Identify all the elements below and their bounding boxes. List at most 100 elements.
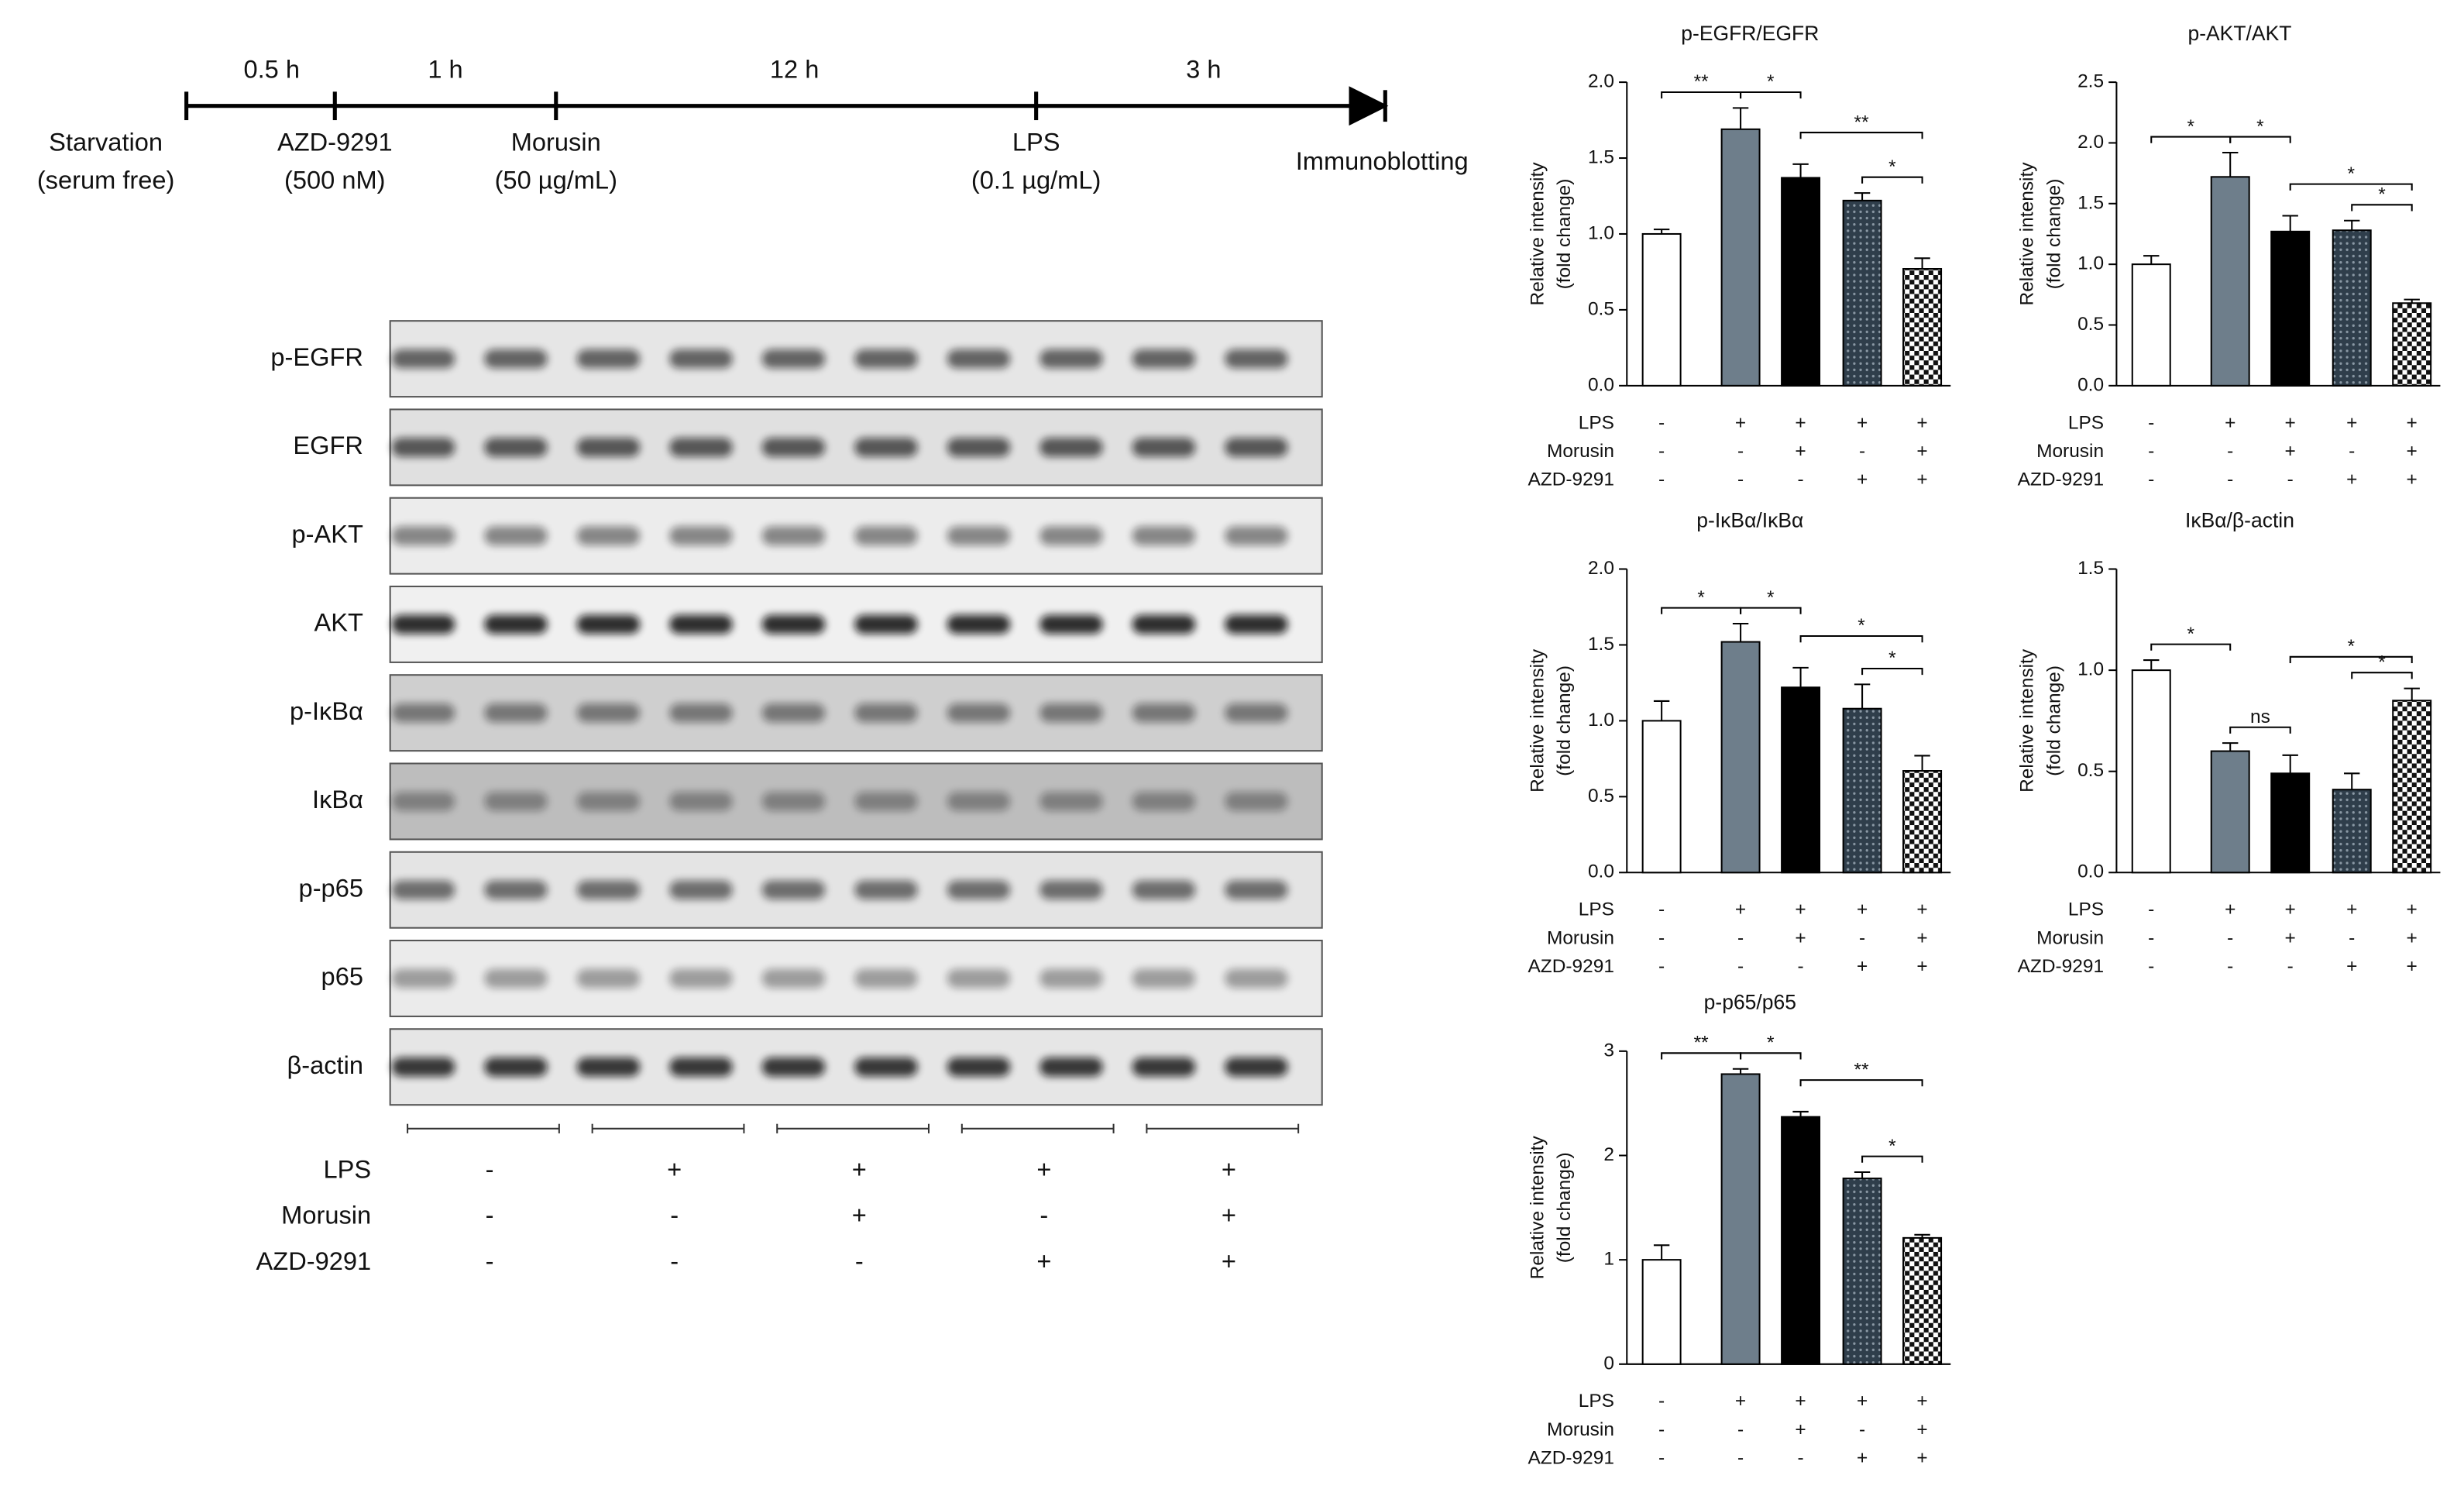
condition-sign: + <box>1795 441 1806 462</box>
significance-label: * <box>1857 615 1865 636</box>
condition-sign: - <box>1658 956 1665 977</box>
condition-sign: - <box>2148 441 2154 462</box>
condition-label: Morusin <box>2036 927 2104 948</box>
y-tick-label: 2 <box>1603 1144 1614 1165</box>
blot-band <box>947 526 1011 545</box>
y-axis-label: Relative intensity <box>1528 648 1548 793</box>
blot-band <box>1225 968 1288 989</box>
significance-label: ** <box>1854 112 1870 132</box>
significance-bracket <box>2351 672 2413 679</box>
condition-sign: - <box>1737 956 1744 977</box>
blot-row-label: p-IκBα <box>290 696 363 725</box>
condition-sign: + <box>1795 412 1806 433</box>
condition-sign: + <box>1222 1155 1236 1184</box>
condition-sign: + <box>1222 1201 1236 1229</box>
blot-band <box>1225 614 1288 634</box>
blot-band <box>484 880 548 899</box>
y-tick-label: 2.0 <box>1588 71 1614 92</box>
y-tick-label: 0.5 <box>1588 298 1614 319</box>
bar <box>2131 669 2171 874</box>
blot-band <box>761 703 826 723</box>
condition-sign: - <box>1737 1448 1744 1469</box>
significance-bracket <box>2289 183 2413 191</box>
bar <box>1641 1259 1682 1365</box>
blot-band <box>669 703 733 723</box>
blot-band <box>484 792 548 811</box>
significance-label: * <box>2187 116 2194 137</box>
bar <box>2392 302 2432 387</box>
condition-sign: + <box>2346 469 2357 490</box>
y-axis-label: (fold change) <box>2043 179 2064 290</box>
bar <box>1842 199 1882 387</box>
blot-band <box>1132 349 1196 369</box>
y-tick-label: 0.5 <box>2077 314 2104 335</box>
significance-label: * <box>1888 648 1896 669</box>
condition-sign: + <box>2407 927 2418 948</box>
condition-sign: + <box>2407 441 2418 462</box>
blot-band <box>854 880 918 899</box>
blot-band <box>1040 968 1103 989</box>
y-tick-label: 3 <box>1603 1040 1614 1061</box>
blot-band <box>947 880 1011 899</box>
condition-sign: + <box>1916 1419 1927 1440</box>
condition-sign: - <box>1658 927 1665 948</box>
significance-bracket <box>2150 136 2232 143</box>
condition-sign: - <box>1658 412 1665 433</box>
condition-sign: - <box>1859 927 1865 948</box>
condition-label: Morusin <box>1547 927 1614 948</box>
y-tick-label: 1.5 <box>1588 634 1614 655</box>
blot-band <box>484 526 548 545</box>
blot-band <box>761 614 826 634</box>
condition-sign: - <box>486 1201 494 1229</box>
condition-sign: - <box>1737 1419 1744 1440</box>
significance-label: * <box>2187 624 2194 645</box>
condition-sign: + <box>2407 469 2418 490</box>
blot-band <box>1225 438 1288 457</box>
significance-label: * <box>2256 116 2264 137</box>
significance-bracket <box>2229 136 2291 143</box>
blot-band <box>1132 526 1196 545</box>
condition-sign: + <box>2407 899 2418 920</box>
blot-band <box>761 438 826 457</box>
blot-band <box>669 792 733 811</box>
condition-sign: - <box>1798 1448 1804 1469</box>
bar <box>2270 230 2311 387</box>
condition-sign: + <box>2285 927 2296 948</box>
condition-sign: - <box>1658 441 1665 462</box>
condition-sign: - <box>2287 469 2294 490</box>
condition-label: LPS <box>2068 412 2104 433</box>
blot-row-label: IκBα <box>312 785 363 813</box>
condition-sign: - <box>2148 899 2154 920</box>
condition-sign: + <box>2285 441 2296 462</box>
significance-label: * <box>2347 163 2355 184</box>
significance-label: * <box>1888 156 1896 177</box>
blot-row-label: p-EGFR <box>270 342 363 371</box>
blot-band <box>576 438 641 457</box>
condition-sign: + <box>2225 412 2235 433</box>
condition-sign: + <box>1735 1391 1746 1412</box>
condition-label: Morusin <box>1547 1419 1614 1440</box>
condition-sign: - <box>2287 956 2294 977</box>
blot-band <box>761 792 826 811</box>
blot-band <box>947 614 1011 634</box>
condition-sign: - <box>2227 927 2233 948</box>
significance-bracket <box>2289 655 2413 663</box>
timeline-event: Morusin <box>511 127 601 156</box>
blot-band <box>947 438 1011 457</box>
blot-band <box>576 349 641 369</box>
y-tick-label: 0.5 <box>2077 760 2104 781</box>
blot-band <box>391 614 455 634</box>
bar <box>1902 268 1943 387</box>
blot-band <box>854 703 918 723</box>
condition-sign: + <box>1222 1247 1236 1275</box>
blot-band <box>1040 349 1103 369</box>
blot-band <box>1040 1057 1103 1077</box>
blot-band <box>1132 703 1196 723</box>
blot-band <box>391 703 455 723</box>
blot-band <box>1132 968 1196 989</box>
timeline-event-detail: (0.1 µg/mL) <box>971 165 1101 194</box>
blot-band <box>576 880 641 899</box>
significance-bracket <box>1740 1052 1802 1060</box>
condition-sign: + <box>2407 412 2418 433</box>
